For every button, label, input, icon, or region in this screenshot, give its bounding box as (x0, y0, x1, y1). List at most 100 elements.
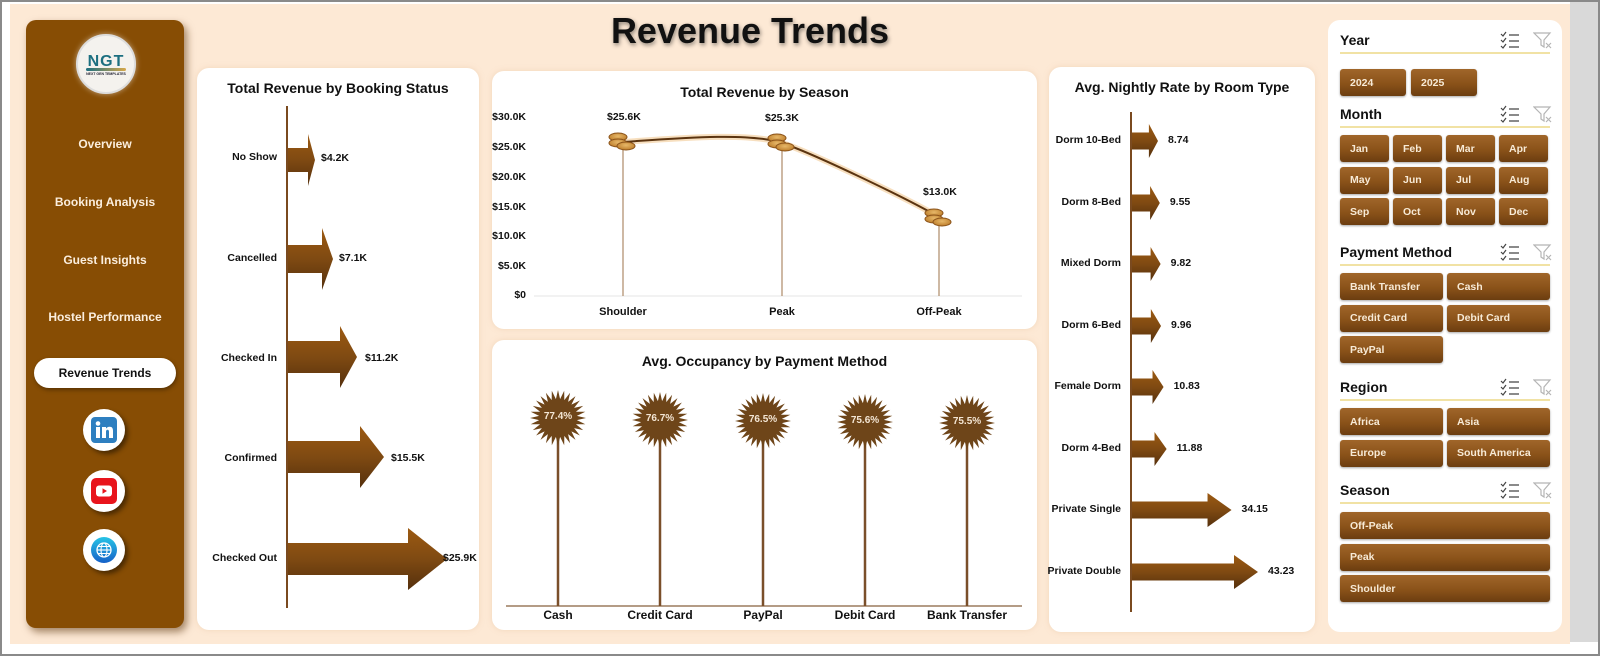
slicer-item[interactable]: Credit Card (1340, 304, 1443, 332)
slicer-item[interactable]: Dec (1499, 198, 1548, 225)
category-label: Cancelled (227, 252, 277, 264)
slicer-item[interactable]: 2025 (1411, 69, 1477, 96)
globe-icon (91, 537, 117, 563)
y-tick: $25.0K (492, 141, 526, 153)
multi-select-icon[interactable] (1500, 481, 1520, 499)
logo: NGT NEXT GEN TEMPLATES (76, 34, 136, 94)
category-label: Dorm 4-Bed (1061, 441, 1121, 454)
clear-filter-icon[interactable] (1532, 31, 1553, 49)
linkedin-button[interactable] (83, 409, 125, 451)
category-label: Checked In (220, 352, 277, 364)
multi-select-icon[interactable] (1500, 243, 1520, 261)
value-label: 75.6% (850, 415, 880, 426)
category-label: Dorm 10-Bed (1055, 134, 1121, 146)
value-label: 34.15 (1241, 503, 1268, 515)
bar-arrow (1132, 185, 1160, 220)
slicer-header: Region (1340, 375, 1553, 401)
y-tick: $20.0K (492, 171, 526, 183)
slicer-title: Season (1340, 482, 1390, 498)
multi-select-icon[interactable] (1500, 378, 1520, 396)
y-tick: $10.0K (492, 230, 526, 242)
slicer-item[interactable]: Aug (1499, 166, 1548, 194)
multi-select-icon[interactable] (1500, 31, 1520, 49)
value-label: 9.96 (1171, 318, 1192, 331)
slicer-item[interactable]: Asia (1447, 408, 1550, 435)
value-label: $25.3K (765, 112, 799, 124)
website-button[interactable] (83, 529, 125, 571)
slicer-item[interactable]: Apr (1499, 135, 1548, 162)
value-label: 11.88 (1176, 441, 1203, 454)
clear-filter-icon[interactable] (1532, 378, 1553, 396)
slicer-item[interactable]: Sep (1340, 198, 1389, 225)
slicer-item[interactable]: Jan (1340, 135, 1389, 162)
bar-arrow (1132, 247, 1161, 281)
slicer-item[interactable]: Africa (1340, 408, 1443, 435)
clear-filter-icon[interactable] (1532, 105, 1553, 123)
value-label: 76.7% (645, 413, 675, 424)
slicer-item[interactable]: Nov (1446, 198, 1495, 225)
slicer-item[interactable]: Jun (1393, 166, 1442, 194)
value-label: $11.2K (365, 352, 399, 364)
clear-filter-icon[interactable] (1532, 243, 1553, 261)
starburst-marker: 75.5% (939, 395, 995, 451)
chart-card-booking-status: Total Revenue by Booking Status No Show … (197, 68, 479, 630)
slicer-item[interactable]: May (1340, 166, 1389, 194)
slicer-header: Season (1340, 478, 1553, 504)
slicer-item[interactable]: South America (1447, 439, 1550, 467)
category-label: Checked Out (212, 552, 277, 564)
slicer-item[interactable]: Debit Card (1447, 304, 1550, 332)
nav-overview[interactable]: Overview (78, 137, 132, 151)
chart-title: Avg. Nightly Rate by Room Type (1074, 79, 1290, 95)
starburst-icon (939, 395, 995, 451)
chart-card-occupancy: Avg. Occupancy by Payment Method 77.4% 7… (492, 340, 1037, 630)
slicer-item[interactable]: Europe (1340, 439, 1443, 467)
starburst-marker: 77.4% (530, 390, 586, 446)
logo-text: NGT (87, 52, 125, 70)
coins-icon (767, 133, 795, 152)
bar-arrow (288, 228, 333, 290)
nav-hostel-performance[interactable]: Hostel Performance (48, 310, 162, 324)
slicer-item[interactable]: Off-Peak (1340, 512, 1550, 539)
slicer-item[interactable]: Oct (1393, 198, 1442, 225)
slicer-item[interactable]: Jul (1446, 166, 1495, 194)
value-label: $25.9K (443, 552, 477, 564)
slicer-item[interactable]: Feb (1393, 135, 1442, 162)
slicer-title: Region (1340, 379, 1388, 395)
slicer-title: Month (1340, 106, 1382, 122)
nav-booking-analysis[interactable]: Booking Analysis (54, 195, 156, 209)
bar-arrow (1132, 431, 1167, 466)
sidebar: NGT NEXT GEN TEMPLATES Overview Booking … (26, 20, 184, 628)
starburst-icon (530, 390, 586, 446)
x-label: Bank Transfer (926, 608, 1008, 622)
youtube-icon (91, 478, 117, 504)
slicer-item[interactable]: Bank Transfer (1340, 273, 1443, 300)
slicer-item[interactable]: Peak (1340, 543, 1550, 571)
occupancy-lollipop-chart (506, 420, 1022, 607)
clear-filter-icon[interactable] (1532, 481, 1553, 499)
starburst-marker: 76.7% (632, 392, 688, 448)
slicer-item[interactable]: Mar (1446, 135, 1495, 162)
starburst-icon (837, 394, 893, 450)
bar-arrow (288, 528, 447, 590)
slicer-title: Year (1340, 32, 1370, 48)
nav-revenue-trends[interactable]: Revenue Trends (34, 358, 176, 388)
chart-card-season: Total Revenue by Season $30.0K $25.0K $2… (492, 71, 1037, 329)
value-label: $25.6K (607, 111, 641, 123)
category-label: Private Single (1051, 503, 1121, 515)
slicer-item[interactable]: Cash (1447, 273, 1550, 300)
multi-select-icon[interactable] (1500, 105, 1520, 123)
slicer-item[interactable]: Shoulder (1340, 575, 1550, 602)
bar-arrow (1132, 124, 1158, 158)
bar-arrow (288, 426, 384, 488)
chart-axis (1130, 112, 1132, 612)
category-label: Female Dorm (1054, 380, 1121, 392)
logo-subtitle: NEXT GEN TEMPLATES (86, 71, 126, 76)
youtube-button[interactable] (83, 470, 125, 512)
slicer-item[interactable]: 2024 (1340, 69, 1406, 96)
value-label: 9.55 (1169, 195, 1191, 208)
nav-guest-insights[interactable]: Guest Insights (63, 253, 147, 267)
slicer-item[interactable]: PayPal (1340, 336, 1443, 363)
value-label: $15.5K (391, 452, 425, 464)
x-label: Peak (769, 306, 795, 318)
category-label: Private Double (1047, 564, 1121, 577)
